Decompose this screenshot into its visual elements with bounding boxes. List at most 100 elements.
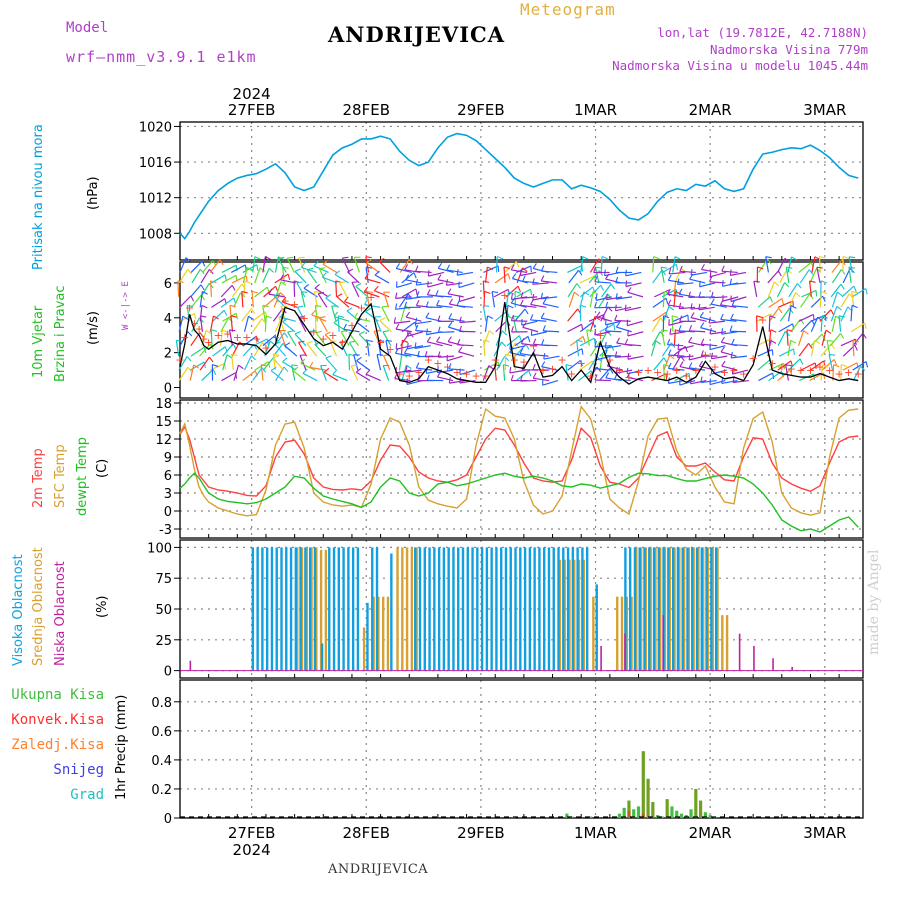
wind-barb xyxy=(242,370,256,382)
wind-barb xyxy=(616,326,632,333)
wind-barb xyxy=(220,297,235,308)
wind-barb-flag xyxy=(688,373,691,380)
wind-barb-flag xyxy=(379,317,386,322)
wind-barb xyxy=(673,329,676,346)
wind-barb xyxy=(315,332,327,347)
wind-barb-flag xyxy=(297,305,304,308)
wind-barb xyxy=(593,367,610,371)
wind-barb xyxy=(254,267,261,284)
wind-barb-flag xyxy=(424,351,428,358)
wind-gust-marker: + xyxy=(787,362,796,375)
cloud-high-bar xyxy=(418,547,422,671)
wind-barb-flag xyxy=(456,300,460,306)
wind-barb-flag xyxy=(262,304,269,308)
wind-barb-flag xyxy=(710,298,715,305)
cloud-mid-bar xyxy=(396,547,399,671)
wind-barb xyxy=(579,275,595,284)
wind-gust-marker: + xyxy=(180,331,189,344)
top-date-label: 1MAR xyxy=(574,101,617,119)
wind-barb xyxy=(758,372,773,382)
wind-barb-flag xyxy=(341,330,348,333)
wind-barb xyxy=(720,318,737,322)
wind-barb-flag xyxy=(532,372,537,379)
wind-barb-flag xyxy=(244,280,251,284)
wind-barb-flag xyxy=(600,285,605,291)
wind-barb-flag xyxy=(448,313,453,319)
wind-barb-flag xyxy=(721,280,724,287)
wind-barb-flag xyxy=(426,374,430,381)
wind-barb xyxy=(701,343,718,347)
wind-barb xyxy=(334,316,350,322)
wind-barb-flag xyxy=(856,362,859,369)
bottom-date-label: 2MAR xyxy=(689,824,732,842)
wind-barb-flag xyxy=(543,353,546,360)
wind-barb xyxy=(336,296,350,308)
wind-barb xyxy=(233,365,240,381)
wind-barb-flag xyxy=(292,366,299,371)
wind-barb-flag xyxy=(862,333,867,339)
wind-barb xyxy=(299,355,307,371)
wind-barb-flag xyxy=(351,281,358,283)
wind-barb-flag xyxy=(808,269,814,275)
wind-barb xyxy=(818,256,821,273)
wind-barb xyxy=(253,342,263,357)
wind-barb-flag xyxy=(690,303,693,310)
wind-gust-marker: + xyxy=(175,354,184,367)
wind-barb-flag xyxy=(268,267,274,273)
wind-barb xyxy=(720,304,737,308)
y-tick-label: 0.2 xyxy=(151,783,172,798)
wind-barb-flag xyxy=(609,368,614,374)
wind-barb xyxy=(690,379,707,385)
wind-barb xyxy=(606,296,623,301)
wind-gust-marker: + xyxy=(538,364,547,377)
wind-barb-flag xyxy=(201,260,206,267)
wind-gust-marker: + xyxy=(319,333,328,346)
cloud-mid-bar xyxy=(577,559,581,671)
wind-barb-flag xyxy=(404,301,408,308)
wind-barb xyxy=(325,357,337,371)
wind-barb-flag xyxy=(605,372,610,379)
wind-barb xyxy=(810,360,824,371)
wind-barb xyxy=(356,321,370,333)
wind-barb xyxy=(241,291,244,308)
bottom-date-label: 3MAR xyxy=(803,824,846,842)
wind-barb xyxy=(222,312,237,322)
wind-barb-flag xyxy=(753,280,760,283)
wind-gust-marker: + xyxy=(328,329,337,342)
cloud-mid-bar xyxy=(682,547,686,671)
wind-barb-flag xyxy=(394,303,398,310)
wind-gust-marker: + xyxy=(796,364,805,377)
wind-barb-flag xyxy=(627,353,630,360)
wind-barb-flag xyxy=(251,290,258,294)
wind-barb xyxy=(270,370,284,382)
wind-barb-flag xyxy=(594,374,598,381)
wind-barb xyxy=(701,268,718,274)
wind-barb xyxy=(353,257,360,273)
cloud-high-bar xyxy=(628,547,632,671)
wind-barb-flag xyxy=(594,276,598,283)
wind-barb xyxy=(365,262,380,273)
top-date-label: 27FEB xyxy=(228,101,275,119)
precip-total-bar xyxy=(565,813,569,818)
wind-barb xyxy=(542,303,559,308)
wind-axis-title-2: Brzina i Pravac xyxy=(53,285,68,382)
y-tick-label: 18 xyxy=(155,397,172,412)
cloud-high-bar xyxy=(700,547,704,671)
wind-barb xyxy=(273,342,284,357)
wind-barb xyxy=(446,355,463,362)
wind-barb-flag xyxy=(507,304,514,309)
wind-barb-flag xyxy=(492,290,499,294)
wind-barb xyxy=(777,360,792,371)
model-elevation-label: Nadmorska Visina u modelu 1045.44m xyxy=(612,58,868,73)
wind-barb-flag xyxy=(395,323,400,330)
cloud-low-bar xyxy=(738,633,741,671)
wind-barb xyxy=(175,340,180,357)
wind-barb xyxy=(722,296,739,302)
wind-gust-marker: + xyxy=(309,326,318,339)
wind-barb-flag xyxy=(336,293,343,298)
wind-barb-flag xyxy=(365,259,372,264)
wind-barb xyxy=(211,298,226,308)
wind-barb xyxy=(661,329,666,346)
wind-barb xyxy=(358,333,371,347)
wind-barb xyxy=(252,256,256,273)
